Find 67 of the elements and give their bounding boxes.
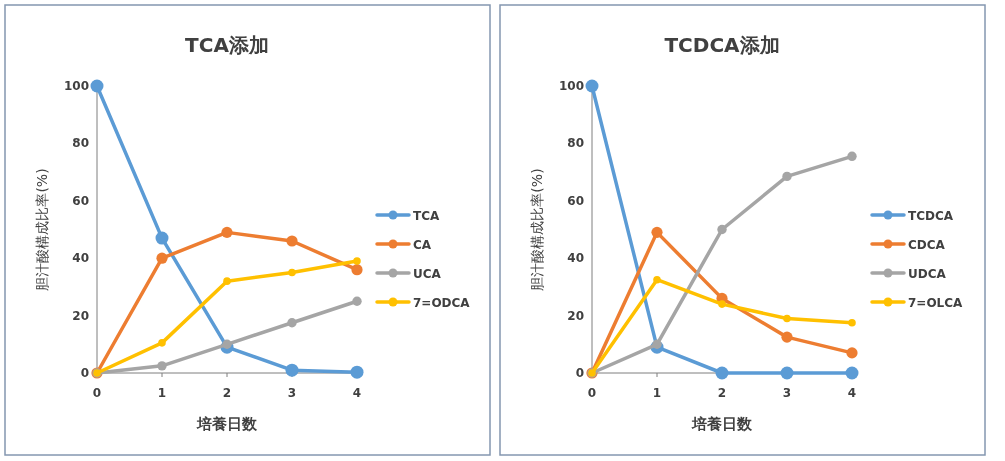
point — [288, 268, 296, 277]
point — [653, 275, 661, 284]
y-tick-label: 100 — [558, 79, 584, 93]
point — [351, 264, 363, 276]
x-tick-label: 0 — [92, 386, 102, 400]
point — [287, 318, 297, 328]
y-tick-label: 60 — [72, 193, 89, 208]
x-tick-label: 1 — [157, 386, 167, 400]
point — [717, 224, 727, 235]
point — [652, 339, 662, 349]
point — [90, 79, 104, 93]
point — [585, 79, 599, 93]
point — [156, 252, 168, 264]
point — [352, 296, 362, 306]
point — [715, 366, 729, 380]
point — [157, 361, 167, 371]
chart-title: TCDCA添加 — [664, 33, 780, 57]
point — [286, 235, 298, 247]
legend-label: UCA — [413, 266, 442, 281]
x-axis-title: 培養日数 — [196, 415, 258, 433]
point — [845, 366, 859, 380]
legend-label: TCA — [413, 208, 440, 223]
point — [782, 171, 792, 182]
point — [158, 339, 166, 347]
x-tick-label: 2 — [222, 386, 232, 400]
point — [780, 366, 794, 380]
y-axis-title: 胆汁酸構成比率(%) — [529, 168, 545, 291]
x-tick-label: 4 — [352, 386, 362, 400]
y-tick-label: 0 — [80, 366, 89, 380]
point — [222, 339, 232, 349]
point — [285, 363, 299, 377]
y-tick-label: 80 — [72, 136, 89, 151]
chart-title: TCA添加 — [185, 33, 269, 57]
x-tick-label: 3 — [287, 386, 297, 400]
legend-label: 7=ODCA — [413, 295, 471, 310]
legend-label: CA — [413, 237, 432, 252]
point — [846, 347, 858, 359]
legend-label: TCDCA — [908, 208, 954, 223]
x-tick-label: 3 — [782, 386, 792, 400]
x-tick-label: 2 — [717, 386, 727, 400]
point — [155, 231, 169, 245]
legend-label: UDCA — [908, 266, 947, 281]
x-tick-label: 1 — [652, 386, 662, 400]
point — [223, 277, 231, 285]
point — [350, 365, 364, 379]
x-tick-label: 0 — [587, 386, 597, 400]
point — [718, 300, 726, 308]
y-tick-label: 100 — [63, 79, 89, 93]
y-axis-title: 胆汁酸構成比率(%) — [34, 168, 50, 291]
point — [651, 226, 663, 238]
legend-label: CDCA — [908, 237, 946, 252]
y-tick-label: 80 — [567, 136, 584, 151]
point — [847, 151, 857, 162]
y-tick-label: 40 — [567, 251, 584, 266]
point — [783, 314, 791, 323]
legend-label: 7=OLCA — [908, 295, 964, 310]
y-tick-label: 20 — [567, 308, 584, 323]
y-tick-label: 20 — [72, 308, 89, 323]
y-tick-label: 40 — [72, 251, 89, 266]
point — [781, 331, 793, 343]
y-tick-label: 60 — [567, 193, 584, 208]
x-axis-title: 培養日数 — [691, 415, 753, 433]
point — [221, 226, 233, 238]
x-tick-label: 4 — [847, 386, 857, 400]
point — [353, 257, 361, 265]
y-tick-label: 0 — [575, 366, 584, 380]
point — [848, 318, 856, 327]
